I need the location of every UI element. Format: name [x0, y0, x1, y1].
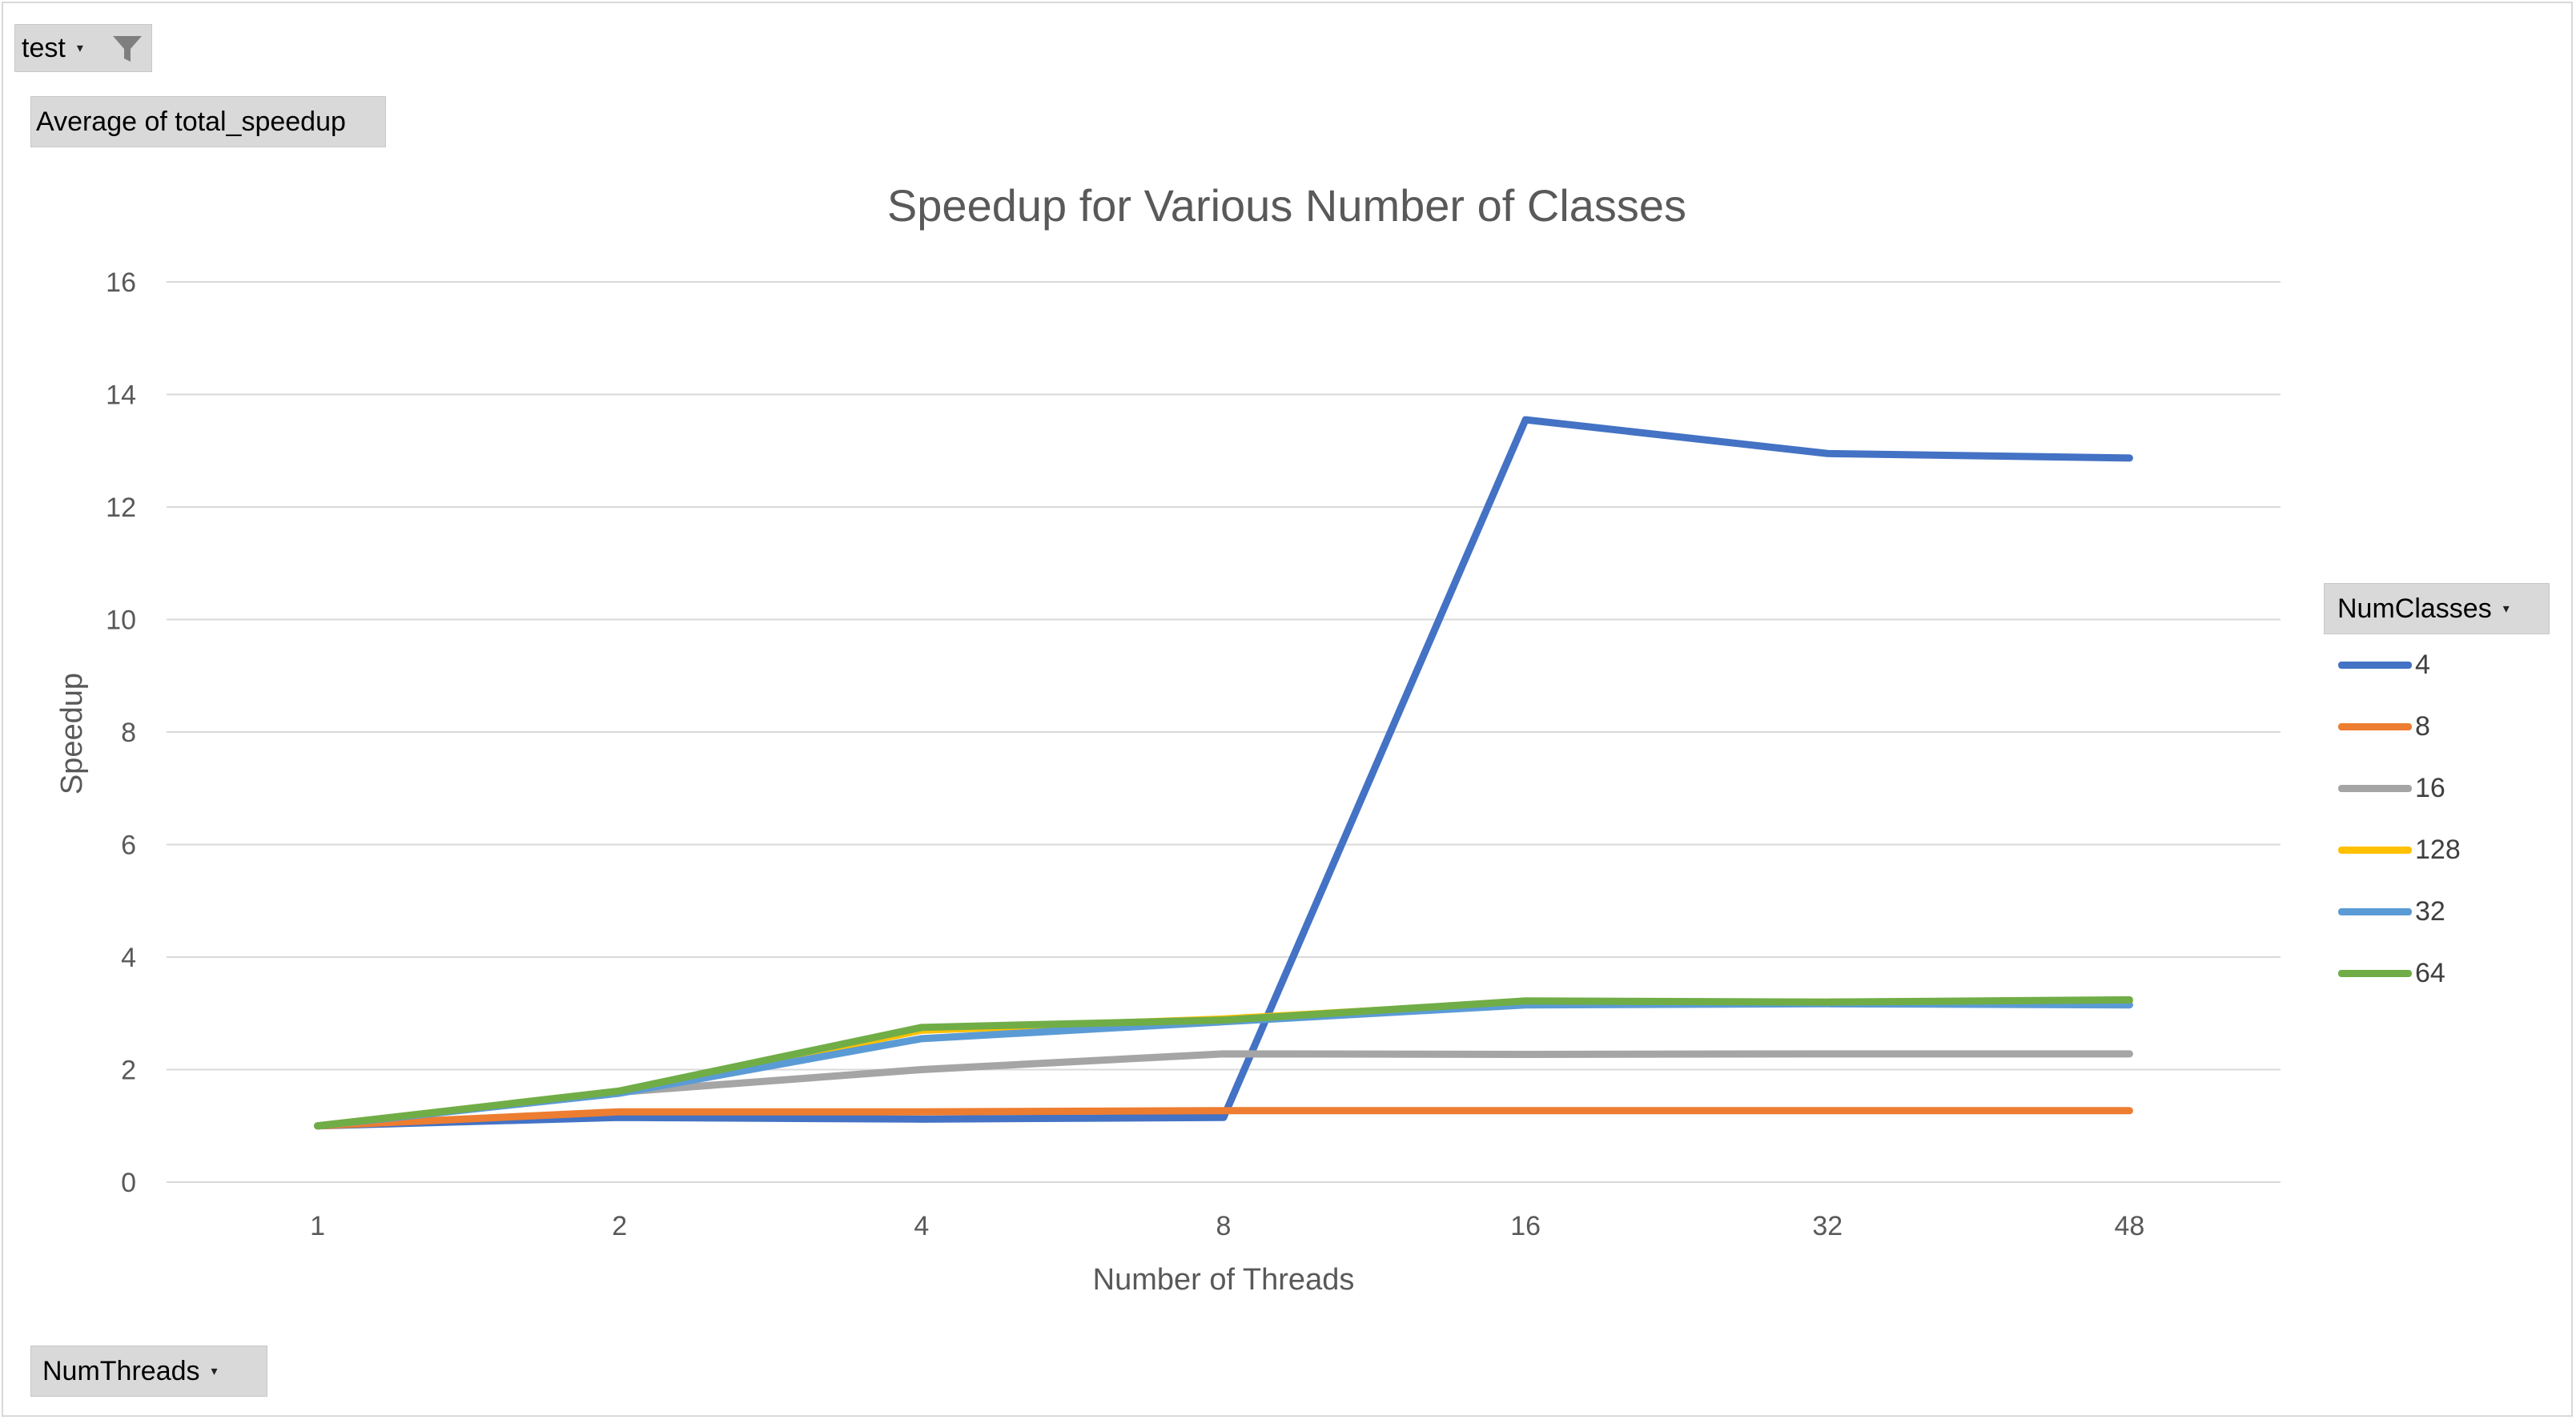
- legend-label: 32: [2415, 895, 2445, 927]
- x-axis-title: Number of Threads: [1093, 1263, 1355, 1297]
- x-tick-label: 2: [612, 1211, 627, 1241]
- y-tick-label: 16: [106, 268, 136, 298]
- axis-field-label: NumThreads: [42, 1355, 200, 1386]
- value-field-label: Average of total_speedup: [36, 106, 346, 137]
- y-tick-label: 2: [121, 1056, 136, 1086]
- y-tick-label: 4: [121, 943, 136, 973]
- x-tick-label: 16: [1510, 1211, 1541, 1241]
- chart-title: Speedup for Various Number of Classes: [887, 180, 1686, 231]
- legend-swatch: [2338, 846, 2412, 854]
- dropdown-arrow-icon: ▾: [76, 42, 83, 55]
- report-filter-button[interactable]: test ▾: [14, 24, 152, 72]
- x-tick-label: 8: [1216, 1211, 1232, 1241]
- x-tick-label: 4: [914, 1211, 929, 1241]
- y-tick-label: 12: [106, 493, 136, 523]
- legend-swatch: [2338, 907, 2412, 915]
- plot-area-series: [314, 416, 2133, 1130]
- legend-item-4[interactable]: 4: [2338, 649, 2430, 681]
- legend-label: 8: [2415, 710, 2430, 742]
- y-tick-label: 8: [121, 718, 136, 748]
- legend-item-16[interactable]: 16: [2338, 772, 2445, 804]
- legend-label: 16: [2415, 772, 2445, 803]
- gridlines: [167, 281, 2281, 1183]
- series-line-8: [314, 1107, 2133, 1130]
- legend-swatch: [2338, 784, 2412, 792]
- dropdown-arrow-icon: ▾: [2502, 602, 2510, 616]
- legend-field-label: NumClasses: [2337, 593, 2492, 624]
- report-filter-label: test: [22, 32, 66, 63]
- legend-field-button[interactable]: NumClasses ▾: [2324, 583, 2550, 634]
- y-axis-title: Speedup: [55, 673, 89, 794]
- x-axis-ticks: 1 2 4 8 16 32 48: [310, 1211, 2144, 1241]
- legend-item-8[interactable]: 8: [2338, 710, 2430, 742]
- y-tick-label: 14: [106, 380, 136, 411]
- axis-field-button[interactable]: NumThreads ▾: [30, 1346, 267, 1397]
- filter-funnel-icon: [113, 36, 142, 62]
- legend-swatch: [2338, 661, 2412, 669]
- x-tick-label: 1: [310, 1211, 325, 1241]
- legend-item-32[interactable]: 32: [2338, 895, 2445, 927]
- legend-label: 128: [2415, 834, 2461, 865]
- legend-swatch: [2338, 969, 2412, 977]
- value-field-button[interactable]: Average of total_speedup: [30, 96, 386, 147]
- legend-label: 4: [2415, 649, 2430, 680]
- y-tick-label: 6: [121, 831, 136, 861]
- legend-label: 64: [2415, 957, 2445, 988]
- legend-item-64[interactable]: 64: [2338, 957, 2445, 989]
- series-line-64: [314, 996, 2133, 1130]
- series-line-4: [314, 416, 2133, 1130]
- x-tick-label: 48: [2115, 1211, 2145, 1241]
- y-tick-label: 10: [106, 605, 136, 636]
- y-tick-label: 0: [121, 1168, 136, 1198]
- legend-item-128[interactable]: 128: [2338, 834, 2461, 866]
- x-tick-label: 32: [1812, 1211, 1843, 1241]
- dropdown-arrow-icon: ▾: [211, 1365, 218, 1378]
- y-axis-ticks: 0 2 4 6 8 10 12 14 16: [106, 268, 136, 1198]
- legend-swatch: [2338, 722, 2412, 730]
